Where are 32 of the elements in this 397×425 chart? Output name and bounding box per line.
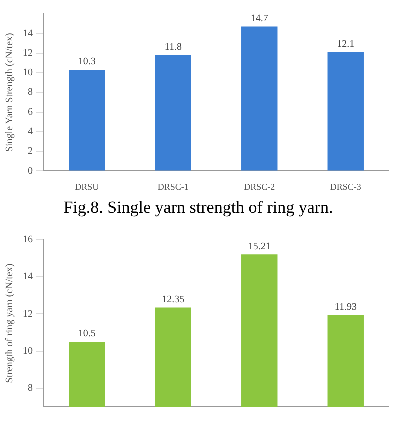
bar [155,55,192,171]
y-tick-label: 8 [28,87,33,98]
y-tick-label: 16 [23,234,33,246]
y-axis-title: Single Yarn Strength (cN/tex) [4,33,16,152]
y-tick-label: 12 [23,48,33,59]
y-tick-label: 10 [23,346,33,357]
data-label: 10.3 [78,56,96,68]
bar [328,52,364,171]
bar [242,26,278,171]
data-label: 11.93 [334,302,357,314]
y-tick-label: 4 [28,126,33,138]
x-tick-label: DRSC-3 [330,182,362,192]
data-label: 15.21 [248,241,271,252]
bar [69,70,106,171]
y-tick-label: 14 [23,28,33,40]
data-label: 12.1 [337,38,355,50]
y-tick-label: 12 [23,308,33,320]
caption: Fig.8. Single yarn strength of ring yarn. [62,198,334,218]
y-tick-label: 10 [23,68,33,79]
y-tick-label: 8 [28,383,33,394]
x-tick-label: DRSU [75,182,100,192]
x-tick-label: DRSC-2 [244,182,276,192]
data-label: 14.7 [250,13,268,24]
y-tick-label: 6 [28,106,33,118]
data-label: 12.35 [162,294,185,306]
x-tick-label: DRSC-1 [158,182,189,192]
y-tick-label: 2 [28,146,33,158]
data-label: 11.8 [164,42,182,53]
y-tick-label: 0 [28,166,33,177]
y-tick-label: 14 [23,272,33,283]
y-axis-title: Strength of ring yarn (cN/tex) [4,264,16,384]
data-label: 10.5 [78,328,96,340]
